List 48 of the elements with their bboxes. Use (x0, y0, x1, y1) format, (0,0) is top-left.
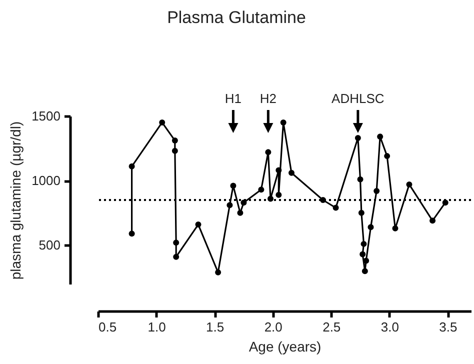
annotation: H2 (260, 91, 276, 106)
y-tick-label: 1500 (32, 108, 60, 124)
point (354, 134, 361, 141)
point (173, 254, 180, 260)
point (215, 269, 222, 276)
point (172, 148, 178, 154)
point (430, 218, 436, 224)
point (384, 153, 390, 160)
point (172, 138, 178, 144)
point (265, 149, 272, 156)
point (332, 204, 339, 211)
point (276, 192, 282, 198)
chart-title: Plasma Glutamine (167, 8, 306, 27)
point (392, 225, 398, 232)
point (362, 268, 368, 274)
point (360, 240, 367, 247)
point (288, 170, 294, 176)
x-tick-label: 1.0 (148, 320, 166, 334)
x-axis-title: Age (years) (248, 338, 322, 354)
point (230, 182, 236, 189)
x-tick-label: 0.5 (98, 320, 117, 334)
point (128, 230, 135, 237)
point (276, 167, 282, 174)
y-tick-label: 500 (38, 238, 60, 253)
annotation: ADHLSC (332, 91, 384, 106)
annotation: H1 (224, 91, 242, 106)
y-tick-label: 1000 (32, 173, 60, 188)
point (368, 224, 374, 230)
point (406, 182, 412, 188)
x-tick-label: 3.0 (380, 320, 399, 334)
point (128, 163, 135, 170)
point (357, 176, 364, 182)
point (358, 210, 364, 216)
point (258, 186, 264, 193)
point (377, 134, 384, 140)
x-tick-label: 2.5 (322, 320, 341, 334)
y-axis-title: plasma glutamine (µgr/dl) (8, 121, 24, 280)
point (159, 119, 166, 126)
point (374, 188, 380, 194)
point (237, 210, 244, 216)
x-tick-label: 1.5 (206, 320, 224, 334)
point (360, 251, 366, 258)
point (226, 202, 233, 208)
point (280, 119, 286, 126)
point (173, 240, 180, 246)
x-tick-label: 2.0 (264, 320, 282, 334)
x-tick-label: 3.5 (439, 320, 458, 334)
point (195, 222, 202, 228)
